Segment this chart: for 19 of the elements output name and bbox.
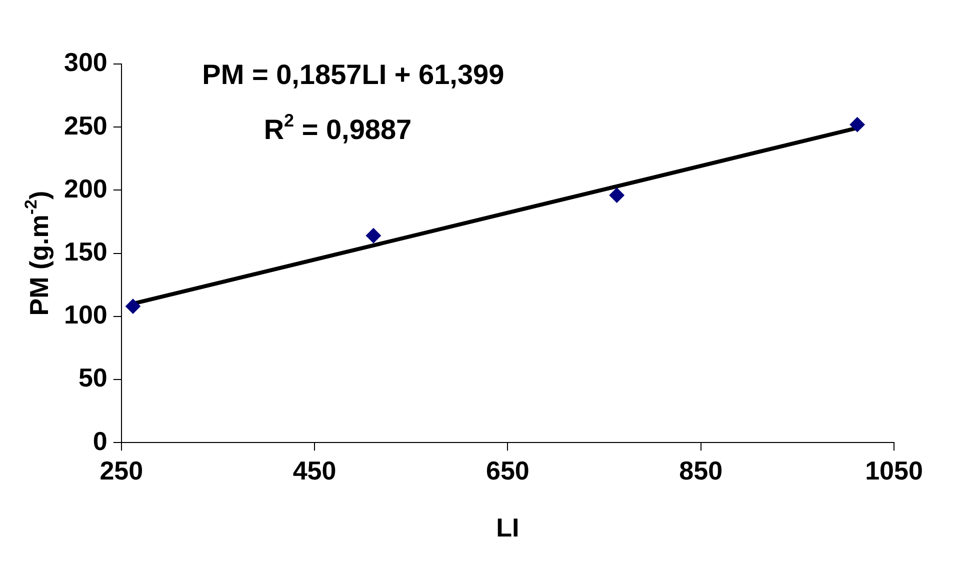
y-tick-label: 100 xyxy=(64,300,108,330)
x-tick-label: 1050 xyxy=(865,455,923,486)
point xyxy=(609,188,624,203)
point xyxy=(125,298,140,314)
y-tick-label: 300 xyxy=(64,47,108,78)
x-tick-label: 450 xyxy=(292,455,336,486)
x-tick-label: 850 xyxy=(679,455,723,486)
y-tick-label: 200 xyxy=(64,173,108,204)
annotation: PM = 0,1857LI + 61,399 xyxy=(202,59,504,90)
y-tick-label: 250 xyxy=(64,110,108,140)
y-tick-label: 0 xyxy=(92,426,108,456)
x-tick-label: 250 xyxy=(100,455,144,486)
y-axis-title: PM (g.m-2) xyxy=(21,190,54,316)
x-axis-title: LI xyxy=(496,512,520,543)
y-tick-label: 150 xyxy=(64,236,108,266)
point xyxy=(366,228,381,244)
point xyxy=(850,117,865,132)
x-tick-label: 650 xyxy=(486,455,530,486)
y-tick-label: 50 xyxy=(78,362,108,393)
